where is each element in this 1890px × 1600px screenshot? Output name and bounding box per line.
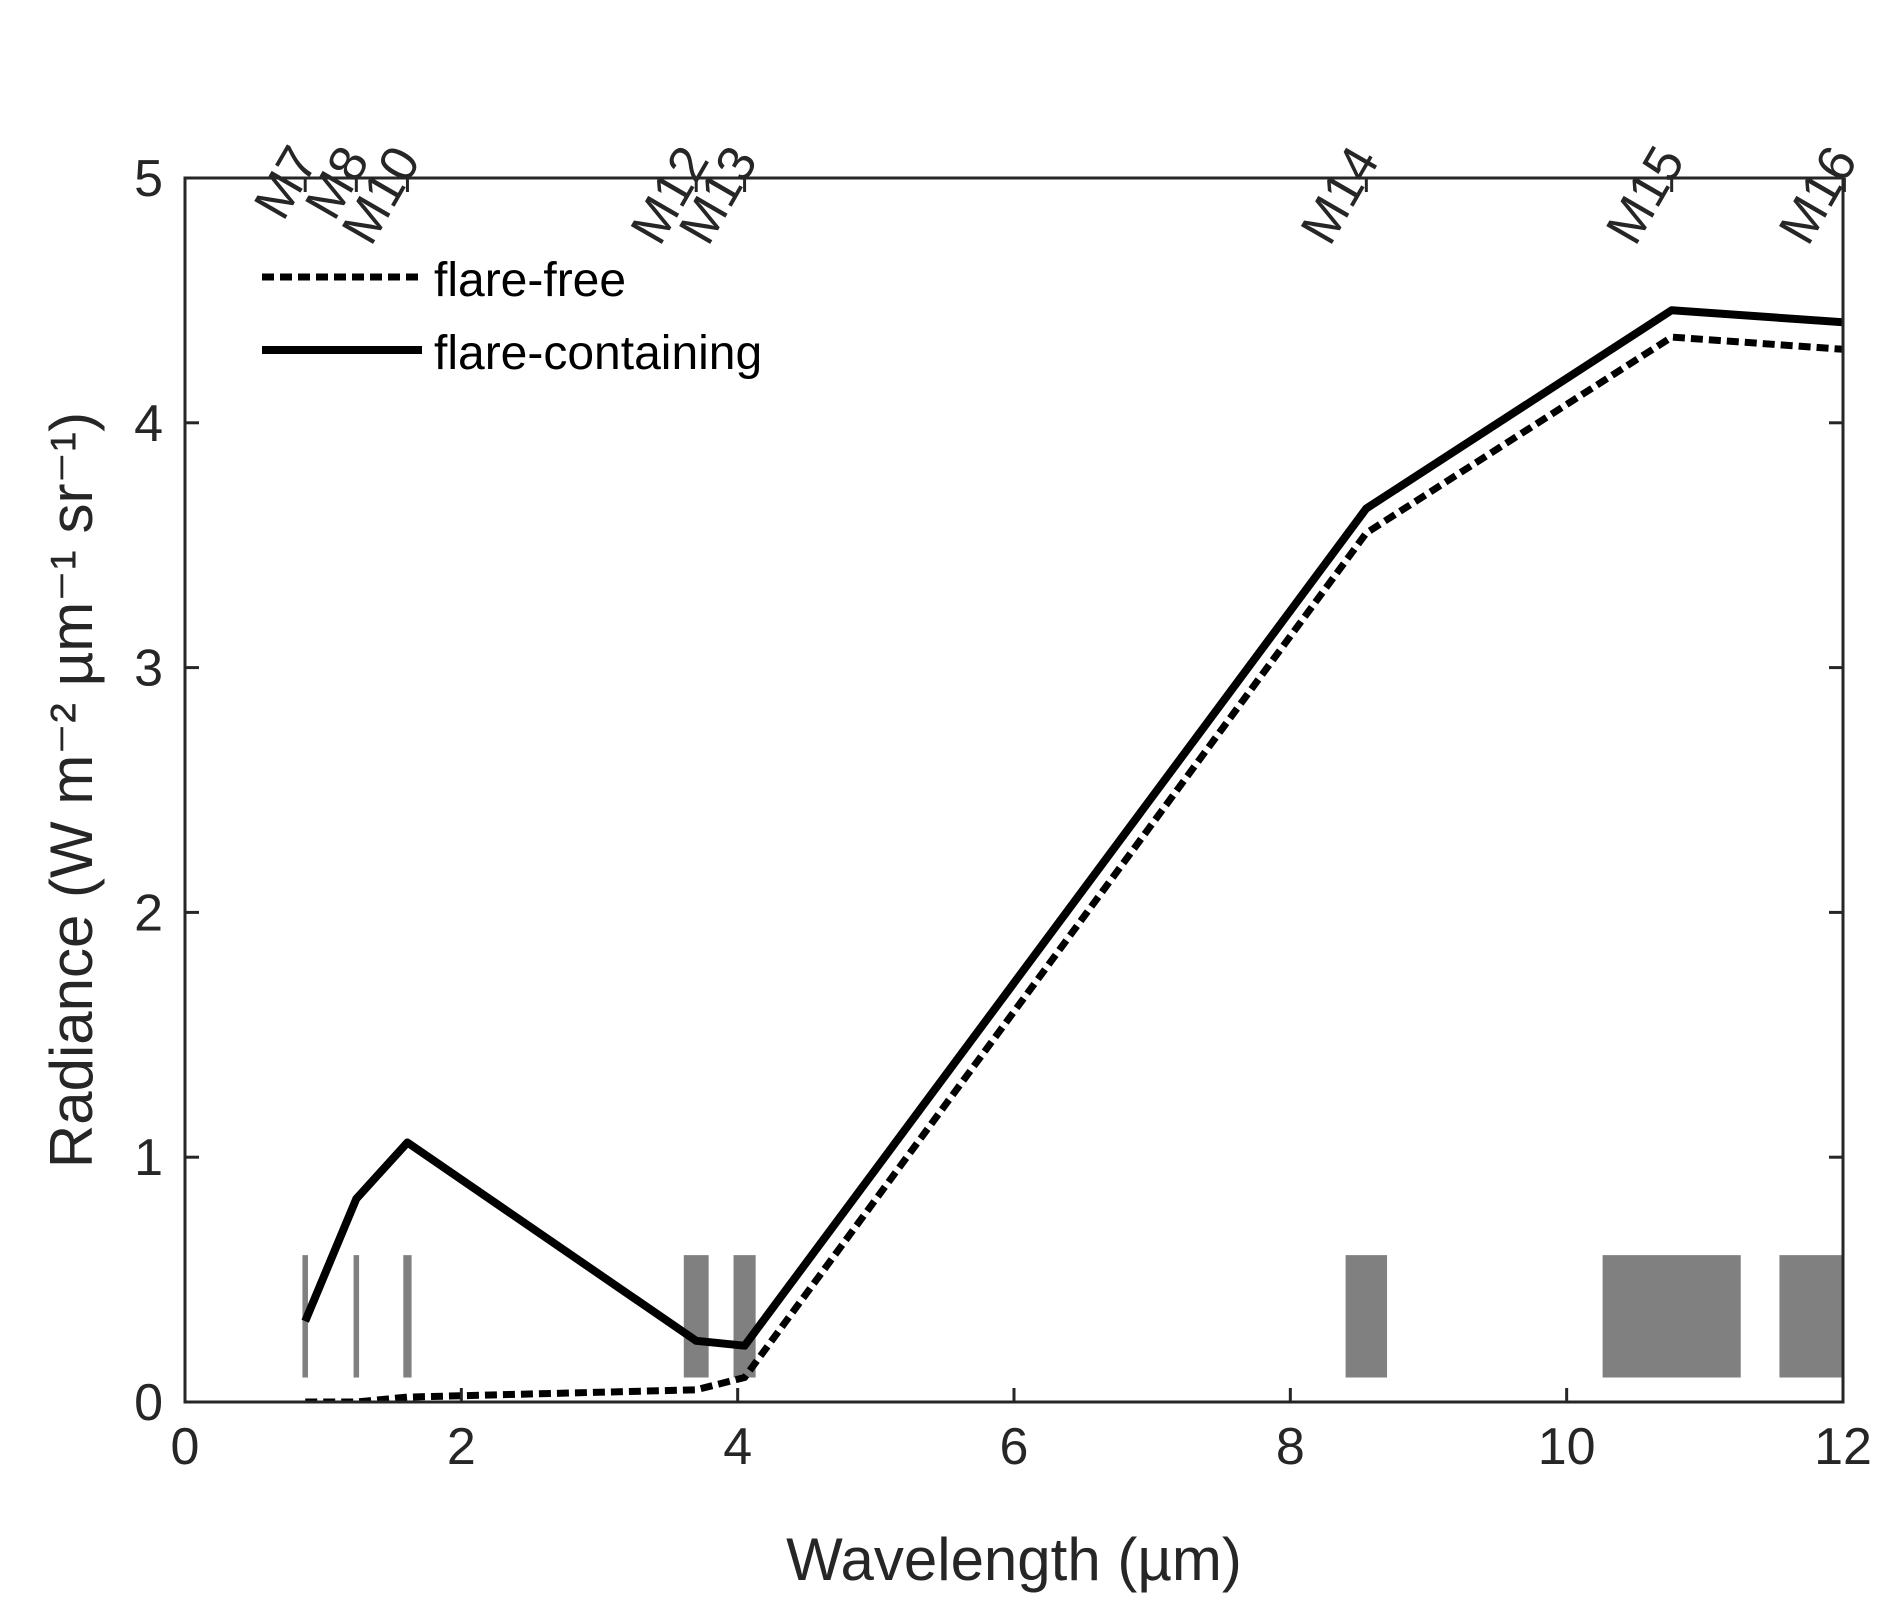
y-tick-label: 4 bbox=[134, 395, 163, 453]
band-m15 bbox=[1602, 1255, 1741, 1378]
x-tick-label: 6 bbox=[1000, 1418, 1029, 1476]
x-tick-label: 10 bbox=[1538, 1418, 1596, 1476]
y-tick-label: 2 bbox=[134, 884, 163, 942]
y-axis-label: Radiance (W m⁻² µm⁻¹ sr⁻¹) bbox=[38, 412, 105, 1168]
x-tick-label: 2 bbox=[447, 1418, 476, 1476]
y-tick-label: 5 bbox=[134, 150, 163, 208]
legend-label-flare-free: flare-free bbox=[434, 254, 626, 307]
band-m10 bbox=[403, 1255, 412, 1378]
y-tick-label: 1 bbox=[134, 1129, 163, 1187]
x-tick-label: 8 bbox=[1276, 1418, 1305, 1476]
band-m14 bbox=[1345, 1255, 1388, 1378]
y-tick-label: 0 bbox=[134, 1374, 163, 1432]
legend-label-flare-containing: flare-containing bbox=[434, 327, 762, 380]
band-m13 bbox=[733, 1255, 756, 1378]
series-line-flare-containing bbox=[301, 306, 1843, 1350]
x-tick-label: 4 bbox=[723, 1418, 752, 1476]
band-m8 bbox=[353, 1255, 360, 1378]
band-m16 bbox=[1779, 1255, 1843, 1378]
x-tick-label: 12 bbox=[1814, 1418, 1872, 1476]
band-m12 bbox=[683, 1255, 709, 1378]
y-tick-label: 3 bbox=[134, 640, 163, 698]
legend: flare-free flare-containing bbox=[262, 254, 762, 380]
x-tick-label: 0 bbox=[171, 1418, 200, 1476]
x-axis-label: Wavelength (µm) bbox=[786, 1526, 1242, 1593]
